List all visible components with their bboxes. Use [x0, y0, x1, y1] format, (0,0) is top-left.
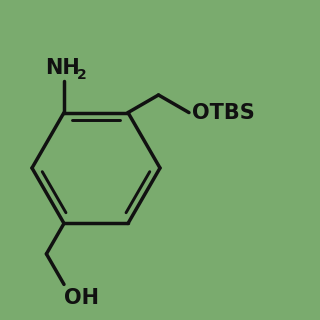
Text: 2: 2: [77, 68, 86, 82]
Text: OH: OH: [64, 288, 99, 308]
Text: OTBS: OTBS: [192, 103, 254, 123]
Text: NH: NH: [45, 58, 80, 78]
